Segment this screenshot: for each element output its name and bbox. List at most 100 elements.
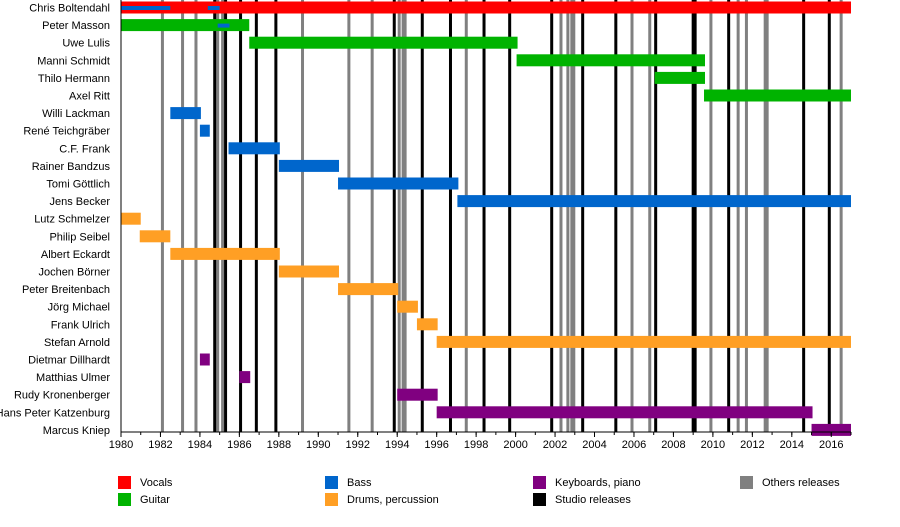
x-tick-label: 2002 bbox=[543, 439, 567, 451]
member-bars bbox=[121, 1, 851, 436]
member-label: Frank Ulrich bbox=[51, 319, 110, 331]
member-bar-keys bbox=[811, 423, 851, 436]
member-bar-drums bbox=[397, 300, 418, 313]
member-label: Matthias Ulmer bbox=[36, 372, 110, 384]
studio-release-line bbox=[239, 0, 243, 432]
x-tick-label: 1984 bbox=[188, 439, 212, 451]
x-tick-label: 2012 bbox=[740, 439, 764, 451]
legend-swatch bbox=[533, 476, 546, 489]
studio-release-line bbox=[802, 0, 806, 432]
legend-label: Guitar bbox=[140, 494, 170, 506]
legend-item-studio: Studio releases bbox=[533, 493, 631, 506]
legend-item-drums: Drums, percussion bbox=[325, 493, 439, 506]
legend-item-other: Others releases bbox=[740, 476, 840, 489]
member-label: Dietmar Dillhardt bbox=[28, 355, 110, 367]
other-release-line bbox=[160, 0, 164, 432]
x-tick-label: 1992 bbox=[346, 439, 370, 451]
x-tick-label: 1982 bbox=[148, 439, 172, 451]
x-tick-label: 2008 bbox=[661, 439, 685, 451]
member-label: Willi Lackman bbox=[42, 108, 110, 120]
x-axis: 1980 1982 1984 1986 1988 1990 1992 1994 1996 1998… bbox=[109, 0, 852, 451]
x-tick-label: 1986 bbox=[227, 439, 251, 451]
studio-release-line bbox=[254, 0, 258, 432]
studio-release-line bbox=[691, 0, 695, 432]
studio-release-line bbox=[550, 0, 554, 432]
member-bar-bass bbox=[338, 177, 459, 190]
other-release-line bbox=[648, 0, 652, 432]
x-tick-label: 2010 bbox=[701, 439, 725, 451]
other-release-line bbox=[559, 0, 563, 432]
member-label: René Teichgräber bbox=[23, 126, 110, 138]
legend-item-guitar: Guitar bbox=[118, 493, 170, 506]
member-secondary-bar-bass bbox=[121, 6, 171, 10]
member-bar-vocals bbox=[121, 1, 851, 14]
member-bar-guitar bbox=[654, 71, 705, 84]
member-label: Peter Masson bbox=[42, 20, 110, 32]
other-release-line bbox=[347, 0, 351, 432]
other-release-line bbox=[570, 0, 574, 432]
other-release-line bbox=[221, 0, 225, 432]
other-release-line bbox=[763, 0, 767, 432]
member-label: Albert Eckardt bbox=[41, 249, 110, 261]
member-label: Stefan Arnold bbox=[44, 337, 110, 349]
other-release-line bbox=[736, 0, 740, 432]
member-bar-bass bbox=[228, 142, 280, 155]
member-bar-drums bbox=[416, 318, 438, 331]
member-label: Uwe Lulis bbox=[62, 38, 110, 50]
legend-swatch bbox=[118, 493, 131, 506]
member-labels: Chris Boltendahl Peter Masson Uwe Lulis Man… bbox=[0, 3, 110, 437]
member-bar-keys bbox=[239, 371, 251, 384]
member-label: Hans Peter Katzenburg bbox=[0, 407, 110, 419]
member-label: Axel Ritt bbox=[69, 91, 110, 103]
member-bar-drums bbox=[139, 230, 171, 243]
member-label: Jens Becker bbox=[49, 196, 110, 208]
legend-label: Studio releases bbox=[555, 494, 631, 506]
member-label: Philip Seibel bbox=[49, 231, 110, 243]
member-bar-bass bbox=[278, 159, 340, 172]
x-tick-label: 1998 bbox=[464, 439, 488, 451]
other-release-line bbox=[630, 0, 634, 432]
legend-label: Vocals bbox=[140, 477, 173, 489]
legend-swatch bbox=[740, 476, 753, 489]
member-label: Manni Schmidt bbox=[37, 55, 110, 67]
x-tick-label: 2004 bbox=[582, 439, 606, 451]
member-bar-guitar bbox=[516, 54, 705, 67]
legend-label: Bass bbox=[347, 477, 372, 489]
member-bar-guitar bbox=[121, 19, 250, 32]
x-tick-label: 2006 bbox=[622, 439, 646, 451]
other-release-line bbox=[566, 0, 570, 432]
studio-release-line bbox=[727, 0, 731, 432]
member-bar-guitar bbox=[249, 36, 518, 49]
member-bar-bass bbox=[170, 107, 201, 120]
other-release-line bbox=[181, 0, 185, 432]
member-secondary-bar-bass bbox=[217, 23, 230, 28]
studio-release-lines bbox=[213, 0, 831, 432]
member-label: Rainer Bandzus bbox=[32, 161, 111, 173]
legend-label: Keyboards, piano bbox=[555, 477, 641, 489]
studio-release-line bbox=[482, 0, 486, 432]
member-label: Thilo Hermann bbox=[38, 73, 110, 85]
legend-label: Drums, percussion bbox=[347, 494, 439, 506]
member-secondary-bar-bass bbox=[207, 6, 220, 10]
member-label: Lutz Schmelzer bbox=[34, 214, 110, 226]
member-bar-drums bbox=[170, 247, 280, 260]
member-label: Peter Breitenbach bbox=[22, 284, 110, 296]
other-release-lines bbox=[160, 0, 843, 432]
studio-release-line bbox=[614, 0, 618, 432]
studio-release-line bbox=[693, 0, 697, 432]
other-release-line bbox=[301, 0, 305, 432]
x-tick-label: 2016 bbox=[819, 439, 843, 451]
legend: Vocals Guitar Bass Drums, percussion Keyboar… bbox=[118, 476, 840, 506]
other-release-line bbox=[839, 0, 843, 432]
legend-swatch bbox=[118, 476, 131, 489]
member-bar-keys bbox=[436, 406, 813, 419]
member-bar-bass bbox=[457, 195, 851, 208]
legend-item-vocals: Vocals bbox=[118, 476, 173, 489]
other-release-line bbox=[401, 0, 405, 432]
x-tick-label: 1990 bbox=[306, 439, 330, 451]
legend-swatch bbox=[533, 493, 546, 506]
studio-release-line bbox=[213, 0, 217, 432]
member-bar-guitar bbox=[704, 89, 851, 102]
member-label: Jörg Michael bbox=[48, 302, 110, 314]
